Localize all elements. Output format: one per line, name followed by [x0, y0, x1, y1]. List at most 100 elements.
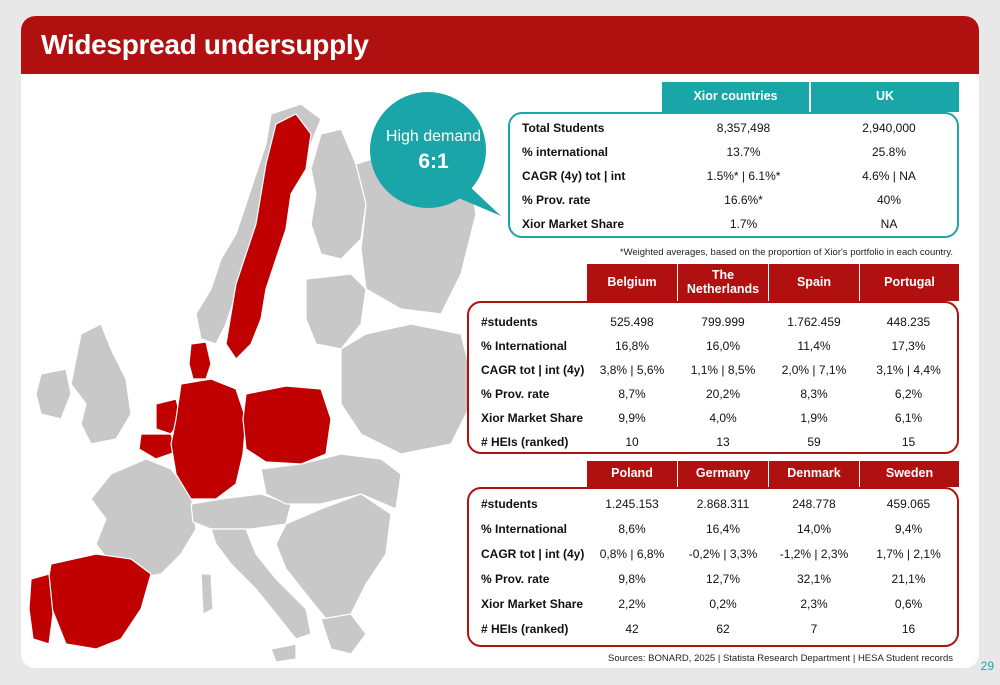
cell-value: NA — [880, 217, 898, 231]
cell-value: 17,3% — [891, 339, 926, 353]
row-label: CAGR tot | int (4y) — [481, 363, 585, 377]
table-row: CAGR (4y) tot | int 1.5%* | 6.1%* 4.6% |… — [510, 164, 957, 188]
cell-value: -0,2% | 3,3% — [688, 547, 758, 561]
table-row: # HEIs (ranked) 42 62 7 16 — [469, 617, 957, 641]
header-germany: Germany — [678, 461, 768, 487]
sources-note: Sources: BONARD, 2025 | Statista Researc… — [608, 653, 953, 664]
cell-value: 13 — [716, 435, 730, 449]
cell-value: 8,3% — [800, 387, 828, 401]
footnote: *Weighted averages, based on the proport… — [619, 247, 953, 258]
row-label: #students — [481, 497, 538, 511]
cell-value: 16.6%* — [724, 193, 763, 207]
cell-value: 11,4% — [797, 339, 831, 353]
central-east-region — [260, 453, 402, 510]
cell-value: 1.762.459 — [787, 315, 841, 329]
cell-value: 14,0% — [796, 522, 832, 536]
cell-value: 0,8% | 6,8% — [599, 547, 665, 561]
cell-value: 16,0% — [705, 339, 741, 353]
cell-value: 21,1% — [891, 572, 926, 586]
cell-value: 448.235 — [886, 315, 931, 329]
title-bar: Widespread undersupply — [21, 16, 979, 74]
header-sweden: Sweden — [860, 461, 959, 487]
table-row: % International 16,8% 16,0% 11,4% 17,3% — [469, 334, 957, 358]
cell-value: 1.7% — [729, 217, 758, 231]
cell-value: 0,2% — [709, 597, 737, 611]
cell-value: 8,7% — [618, 387, 646, 401]
cell-value: 59 — [807, 435, 821, 449]
cell-value: 2,0% | 7,1% — [781, 363, 847, 377]
bubble-line2: 6:1 — [418, 150, 449, 173]
table-row: Total Students 8,357,498 2,940,000 — [510, 116, 957, 140]
cell-value: 2,2% — [618, 597, 646, 611]
cell-value: 9,4% — [894, 522, 923, 536]
poland-region — [242, 385, 332, 465]
header-belgium: Belgium — [587, 264, 677, 301]
header-uk: UK — [811, 82, 959, 112]
bubble-line1: High demand — [385, 128, 482, 145]
sicily-region — [270, 643, 297, 663]
row-label: Xior Market Share — [481, 597, 584, 611]
cell-value: 13.7% — [726, 145, 761, 159]
cell-value: 2,940,000 — [862, 121, 916, 135]
cell-value: 6,2% — [894, 387, 923, 401]
baltics-region — [305, 273, 367, 350]
table-row: % international 13.7% 25.8% — [510, 140, 957, 164]
cell-value: 4,0% — [709, 411, 737, 425]
cell-value: 6,1% — [894, 411, 923, 425]
cell-value: 0,6% — [894, 597, 923, 611]
italy-region — [210, 528, 312, 640]
row-label: % Prov. rate — [481, 387, 550, 401]
row-label: CAGR tot | int (4y) — [481, 547, 585, 561]
row-label: #students — [481, 315, 538, 329]
cell-value: 15 — [901, 435, 916, 449]
cell-value: -1,2% | 2,3% — [779, 547, 849, 561]
denmark-region — [188, 341, 212, 380]
header-netherlands: The Netherlands — [678, 264, 768, 301]
cell-value: 40% — [876, 193, 902, 207]
germany-region — [170, 378, 247, 500]
cell-value: 16,4% — [705, 522, 741, 536]
uk-table-panel: Total Students 8,357,498 2,940,000 % int… — [508, 112, 959, 238]
table-row: % International 8,6% 16,4% 14,0% 9,4% — [469, 517, 957, 541]
balkans-region — [275, 493, 392, 620]
page-title: Widespread undersupply — [41, 29, 369, 60]
cell-value: 1.5%* | 6.1%* — [706, 169, 781, 183]
row-label: Xior Market Share — [522, 217, 625, 231]
cell-value: 25.8% — [871, 145, 907, 159]
header-denmark: Denmark — [769, 461, 859, 487]
cell-value: 1,7% | 2,1% — [876, 547, 941, 561]
slide: Widespread undersupply — [21, 16, 979, 668]
row-label: % international — [522, 145, 609, 159]
cell-value: 525.498 — [610, 315, 654, 329]
table-row: % Prov. rate 9,8% 12,7% 32,1% 21,1% — [469, 567, 957, 591]
cell-value: 20,2% — [705, 387, 741, 401]
table-row: #students 525.498 799.999 1.762.459 448.… — [469, 310, 957, 334]
high-demand-bubble — [370, 92, 501, 216]
header-poland: Poland — [587, 461, 677, 487]
sardinia-region — [200, 573, 214, 615]
table-row: CAGR tot | int (4y) 3,8% | 5,6% 1,1% | 8… — [469, 358, 957, 382]
row-label: % Prov. rate — [522, 193, 591, 207]
header-spain: Spain — [769, 264, 859, 301]
uk-region — [70, 323, 132, 445]
cell-value: 42 — [625, 622, 639, 636]
row-label: % International — [481, 522, 568, 536]
cell-value: 7 — [810, 622, 818, 636]
table-row: CAGR tot | int (4y) 0,8% | 6,8% -0,2% | … — [469, 542, 957, 566]
france-region — [90, 458, 197, 580]
belgium-region — [138, 433, 177, 460]
cell-value: 2,3% — [800, 597, 828, 611]
cell-value: 799.999 — [701, 315, 745, 329]
table1-panel: #students 525.498 799.999 1.762.459 448.… — [467, 301, 959, 454]
cell-value: 8,357,498 — [716, 121, 771, 135]
belarus-ukraine-region — [340, 323, 477, 455]
row-label: % Prov. rate — [481, 572, 550, 586]
cell-value: 10 — [625, 435, 639, 449]
cell-value: 16,8% — [614, 339, 650, 353]
header-xior-countries: Xior countries — [662, 82, 809, 112]
cell-value: 3,8% | 5,6% — [599, 363, 665, 377]
greece-region — [320, 613, 367, 655]
row-label: # HEIs (ranked) — [481, 622, 569, 636]
cell-value: 4.6% | NA — [862, 169, 916, 183]
cell-value: 1,1% | 8,5% — [690, 363, 756, 377]
